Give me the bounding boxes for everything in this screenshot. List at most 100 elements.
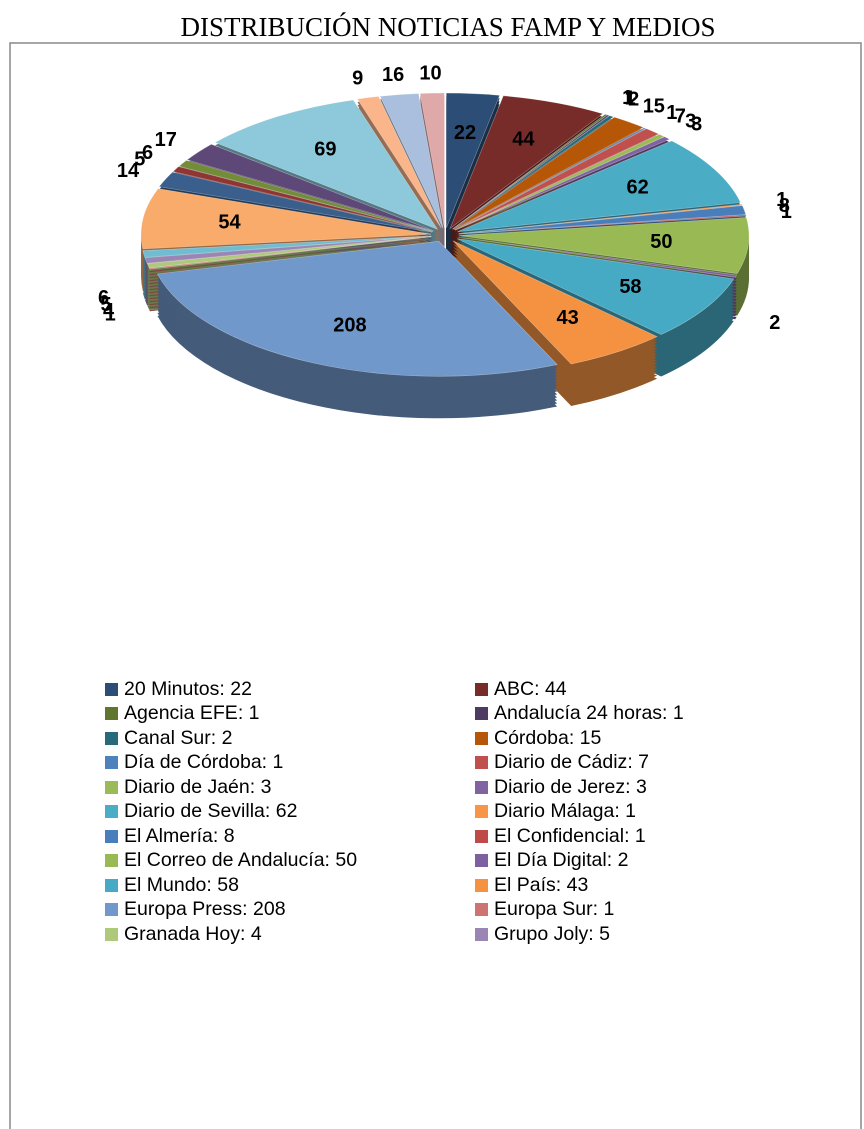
pie-slice (454, 133, 666, 231)
data-label: 44 (512, 129, 535, 151)
legend-swatch (475, 731, 488, 745)
legend-item: Diario Málaga1 (475, 800, 805, 824)
legend-value: 8 (223, 824, 235, 847)
pie-slice (457, 140, 741, 233)
legend-swatch (475, 707, 488, 721)
legend-swatch (105, 731, 118, 745)
data-label: 2 (769, 312, 780, 334)
legend-label: Diario Málaga (494, 800, 625, 823)
slice-side (147, 242, 432, 274)
data-label: 4 (103, 300, 115, 322)
pie-slice (455, 136, 671, 231)
legend-label: El Correo de Andalucía (124, 849, 335, 872)
legend-value: 1 (248, 702, 260, 725)
legend-swatch (105, 780, 118, 794)
legend-value: 5 (599, 922, 610, 945)
legend-item: Diario de Cádiz7 (475, 751, 805, 775)
pie-slice (458, 236, 738, 278)
data-label: 1 (776, 189, 787, 211)
pie-slice (454, 128, 660, 231)
chart-border (9, 42, 862, 1129)
data-label: 54 (218, 211, 241, 233)
slice-side (357, 102, 442, 235)
pie-slice (172, 166, 433, 233)
pie-slice (456, 238, 735, 335)
data-label: 7 (675, 106, 686, 128)
slice-side (149, 239, 432, 273)
legend-label: El Día Digital (494, 849, 618, 872)
legend-item: Agencia EFE1 (105, 702, 475, 726)
legend-value: 4 (250, 922, 262, 945)
legend-value: 43 (566, 873, 589, 896)
legend-label: Día de Córdoba (124, 751, 273, 774)
legend-label: El Mundo (124, 874, 217, 897)
data-label: 8 (779, 195, 790, 217)
legend-value: 50 (335, 849, 358, 872)
legend-item: El Almería8 (105, 825, 475, 848)
legend-label: Grupo Joly (494, 923, 599, 946)
legend-label: Diario de Cádiz (494, 751, 638, 774)
legend-item: El Correo de Andalucía50 (105, 849, 475, 873)
data-label: 22 (454, 122, 476, 144)
legend-label: Andalucía 24 horas (494, 702, 673, 725)
legend-label: Canal Sur (124, 727, 222, 750)
legend-swatch (105, 707, 118, 721)
legend-swatch (105, 805, 118, 819)
legend-label: Diario de Sevilla (124, 800, 276, 823)
slice-side (455, 139, 670, 234)
legend-label: ABC (494, 678, 545, 701)
data-label: 5 (134, 149, 145, 171)
legend-swatch (475, 805, 488, 819)
pie-slice (144, 235, 432, 264)
legend-label: Diario de Jerez (494, 776, 636, 799)
data-label: 3 (685, 110, 696, 132)
data-label: 14 (117, 160, 140, 182)
legend-swatch (475, 903, 488, 917)
legend-swatch (105, 878, 118, 892)
pie-slice (379, 93, 444, 229)
legend-value: 1 (603, 898, 615, 921)
pie-slice (452, 114, 610, 230)
legend-label: El Confidencial (494, 825, 635, 848)
legend-label: Europa Sur (494, 898, 604, 921)
pie-slice (458, 217, 750, 274)
legend-value: 62 (275, 800, 298, 823)
pie-slice (214, 99, 439, 230)
pie-slice (458, 203, 743, 234)
legend-item: Europa Press208 (105, 898, 475, 922)
legend-item: Andalucía 24 horas1 (475, 702, 805, 726)
legend-swatch (105, 927, 118, 941)
data-label: 208 (333, 315, 366, 337)
pie-slice (452, 113, 608, 230)
legend-label: Córdoba (494, 727, 580, 750)
legend-label: Diario de Jaén (124, 776, 261, 799)
pie-slice (156, 240, 558, 377)
data-label: 43 (557, 307, 579, 329)
data-label: 62 (626, 177, 648, 199)
legend-value: 44 (544, 677, 567, 700)
pie-slice (453, 116, 645, 230)
legend-label: El Almería (124, 825, 224, 848)
data-label: 2 (628, 89, 639, 111)
data-label: 1 (105, 303, 116, 325)
data-label: 69 (314, 139, 336, 161)
pie-slice (419, 92, 445, 229)
legend-item: Grupo Joly5 (475, 923, 805, 946)
data-label: 16 (382, 64, 404, 86)
pie-slice (356, 96, 442, 229)
legend-value: 1 (672, 702, 684, 725)
pie-slice (445, 92, 501, 229)
pie-slice (186, 143, 434, 232)
pie-slice (178, 160, 433, 232)
legend-value: 58 (217, 873, 239, 896)
legend-swatch (475, 878, 488, 892)
legend-item: El Confidencial1 (475, 825, 805, 848)
legend-swatch (475, 829, 488, 843)
data-label: 6 (98, 287, 109, 309)
legend-value: 22 (230, 677, 252, 700)
legend-item: El Día Digital2 (475, 849, 805, 873)
legend-item: El Mundo58 (105, 874, 475, 897)
legend-swatch (105, 682, 118, 696)
